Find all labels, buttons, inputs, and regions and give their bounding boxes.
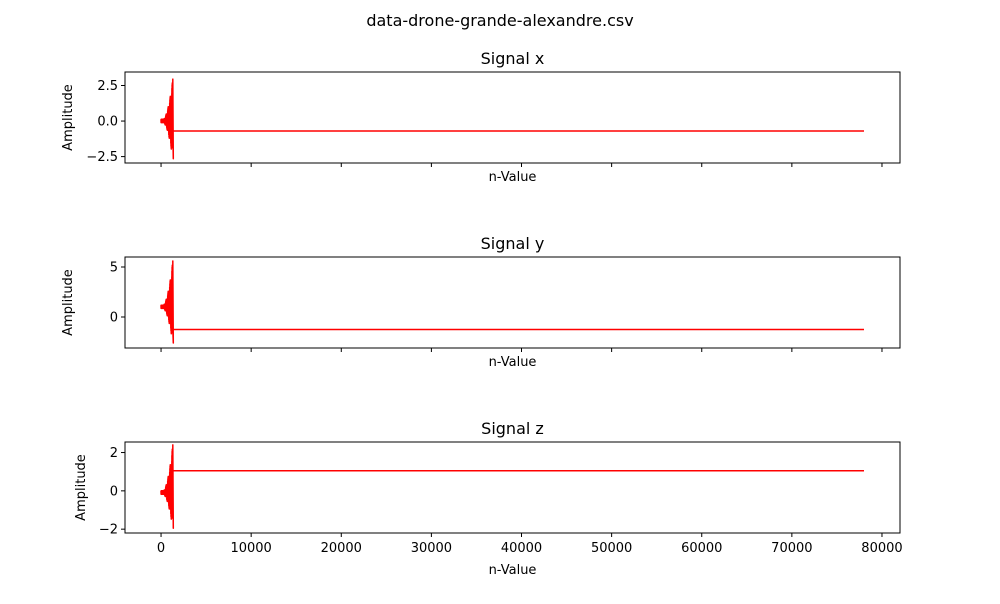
subplot-3: Signal z 0 10000 20000 30000 40000 50000 60000 7… [74, 419, 903, 578]
y-tick-label: −2 [99, 523, 118, 538]
x-tick-label: 80000 [861, 541, 902, 556]
signal-line [160, 260, 864, 344]
y-axis-label: Amplitude [61, 269, 76, 336]
y-tick-label: −2.5 [86, 150, 118, 165]
x-tick-label: 40000 [501, 541, 542, 556]
y-axis-label: Amplitude [74, 454, 89, 521]
y-tick-label: 0 [110, 484, 118, 499]
subplot-title: Signal z [481, 419, 544, 438]
subplot-2: Signal y 0 5 n-Value Amplitude [61, 234, 901, 370]
x-tick-label: 30000 [411, 541, 452, 556]
y-tick-label: 0 [110, 311, 118, 326]
x-tick-label: 50000 [591, 541, 632, 556]
axes-frame [124, 441, 901, 534]
figure-title: data-drone-grande-alexandre.csv [366, 11, 633, 30]
signal-line [160, 78, 864, 160]
x-tick-label: 10000 [230, 541, 271, 556]
x-tick-label: 60000 [681, 541, 722, 556]
axes-frame [124, 256, 901, 349]
y-tick-label: 5 [110, 261, 118, 276]
signal-line [160, 444, 864, 529]
axes-frame [124, 71, 901, 164]
x-tick-label: 70000 [771, 541, 812, 556]
y-axis-label: Amplitude [61, 84, 76, 151]
y-tick-label: 0.0 [97, 115, 118, 130]
subplot-1: Signal x −2.5 0.0 2.5 n-Value Amplitude [61, 49, 901, 185]
y-tick-label: 2 [110, 446, 118, 461]
x-axis-label: n-Value [489, 170, 537, 185]
x-tick-label: 20000 [321, 541, 362, 556]
subplot-title: Signal x [481, 49, 545, 68]
x-tick-label: 0 [157, 541, 165, 556]
subplots: Signal x−2.50.02.5n-ValueAmplitudeSignal… [61, 49, 903, 578]
y-tick-label: 2.5 [97, 79, 118, 94]
x-axis-label: n-Value [489, 355, 537, 370]
x-axis-label: n-Value [489, 563, 537, 578]
subplot-title: Signal y [481, 234, 545, 253]
